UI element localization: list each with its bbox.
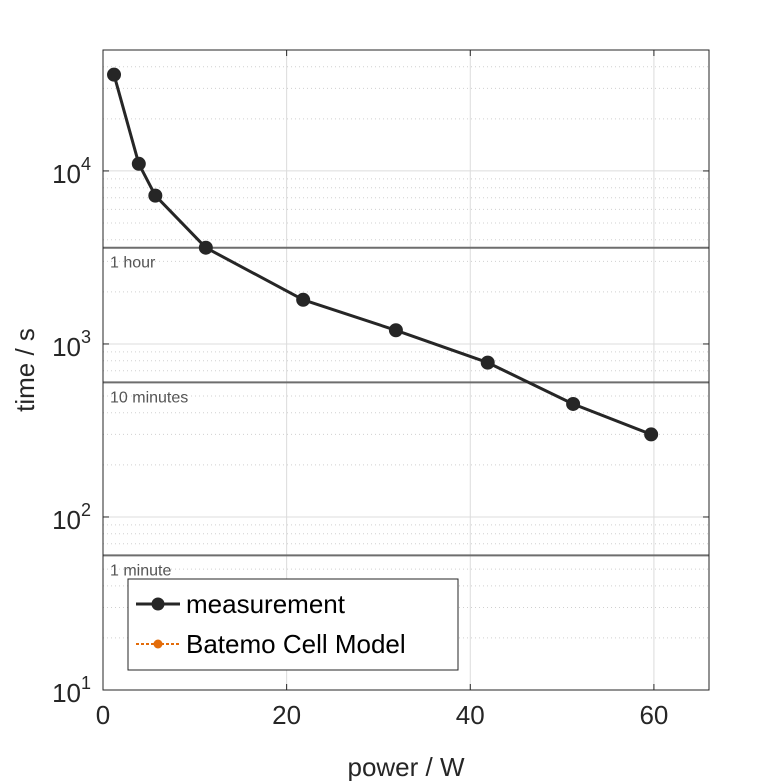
- legend-box: [127, 578, 459, 671]
- series-line: [112, 74, 652, 436]
- reference-line-label: 10 minutes: [110, 389, 188, 406]
- x-tick-label: 40: [456, 700, 485, 730]
- data-point: [107, 67, 122, 82]
- data-point: [480, 355, 495, 370]
- data-point: [644, 427, 659, 442]
- data-point: [131, 156, 146, 171]
- data-point: [388, 323, 403, 338]
- x-tick-label: 20: [272, 700, 301, 730]
- reference-lines: 1 hour 10 minutes 1 minute: [103, 246, 709, 579]
- legend-label: measurement: [186, 589, 346, 619]
- y-tick-label: 104: [52, 154, 91, 189]
- plot-area-frame: [102, 49, 710, 691]
- data-point: [566, 396, 581, 411]
- axis-ticks: 0 20 40 60 101 102 103 104: [52, 50, 709, 730]
- legend-marker: [151, 597, 165, 611]
- x-tick-label: 0: [96, 700, 110, 730]
- data-series: [107, 67, 659, 442]
- data-point: [198, 240, 213, 255]
- data-point: [148, 188, 163, 203]
- legend-label: Batemo Cell Model: [186, 629, 406, 659]
- legend: measurement Batemo Cell Model: [127, 578, 459, 671]
- reference-line-label: 1 minute: [110, 562, 171, 579]
- y-tick-label: 101: [52, 673, 91, 708]
- x-tick-label: 60: [639, 700, 668, 730]
- reference-line-label: 1 hour: [110, 255, 156, 272]
- data-point: [296, 292, 311, 307]
- y-tick-label: 103: [52, 327, 91, 362]
- y-axis-label: time / s: [10, 328, 40, 412]
- legend-marker: [153, 639, 163, 649]
- x-axis-label: power / W: [347, 752, 464, 781]
- y-tick-label: 102: [52, 500, 91, 535]
